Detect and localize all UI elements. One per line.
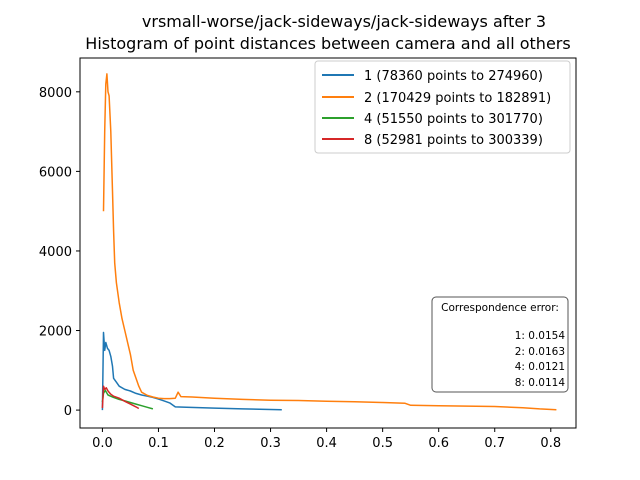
x-tick-label: 0.1 — [148, 436, 169, 451]
legend: 1 (78360 points to 274960) 2 (170429 poi… — [314, 60, 571, 154]
x-tick-label: 0.6 — [428, 436, 449, 451]
x-tick-label: 0.8 — [540, 436, 561, 451]
x-tick-label: 0.3 — [260, 436, 281, 451]
annotation-line-2: 2: 0.0163 — [515, 346, 565, 358]
series-line-4 — [101, 385, 140, 410]
annotation-title: Correspondence error: — [441, 302, 559, 314]
correspondence-error-box: Correspondence error: 1: 0.0154 2: 0.016… — [431, 296, 569, 393]
annotation-line-1: 1: 0.0154 — [515, 330, 566, 342]
x-tick-label: 0.2 — [204, 436, 225, 451]
legend-label-series-8: 8 (52981 points to 300339) — [364, 133, 543, 148]
y-tick-label: 8000 — [39, 86, 72, 101]
y-tick-label: 0 — [64, 404, 72, 419]
legend-label-series-4: 4 (51550 points to 301770) — [364, 112, 543, 127]
x-tick-label: 0.0 — [92, 436, 113, 451]
legend-label-series-1: 1 (78360 points to 274960) — [364, 69, 543, 84]
plot-area-frame — [79, 57, 577, 429]
y-tick-label: 2000 — [39, 325, 72, 340]
chart-title-line-2: Histogram of point distances between cam… — [85, 34, 570, 53]
series-layer — [101, 73, 557, 411]
y-tick-label: 6000 — [39, 165, 72, 180]
series-line-2 — [102, 73, 557, 411]
annotation-line-3: 4: 0.0121 — [515, 361, 565, 373]
legend-label-series-2: 2 (170429 points to 182891) — [364, 91, 551, 106]
series-line-1 — [101, 331, 282, 411]
x-axis-ticks: 0.0 0.1 0.2 0.3 0.4 0.5 0.6 0.7 0.8 — [92, 428, 561, 451]
x-tick-label: 0.7 — [484, 436, 505, 451]
x-tick-label: 0.4 — [316, 436, 337, 451]
legend-box — [314, 60, 571, 154]
annotation-line-4: 8: 0.0114 — [515, 377, 566, 389]
chart-title-line-1: vrsmall-worse/jack-sideways/jack-sideway… — [142, 12, 546, 31]
annotation-box — [431, 296, 569, 393]
x-tick-label: 0.5 — [372, 436, 393, 451]
y-axis-ticks: 0 2000 4000 6000 8000 — [39, 86, 80, 419]
y-tick-label: 4000 — [39, 245, 72, 260]
